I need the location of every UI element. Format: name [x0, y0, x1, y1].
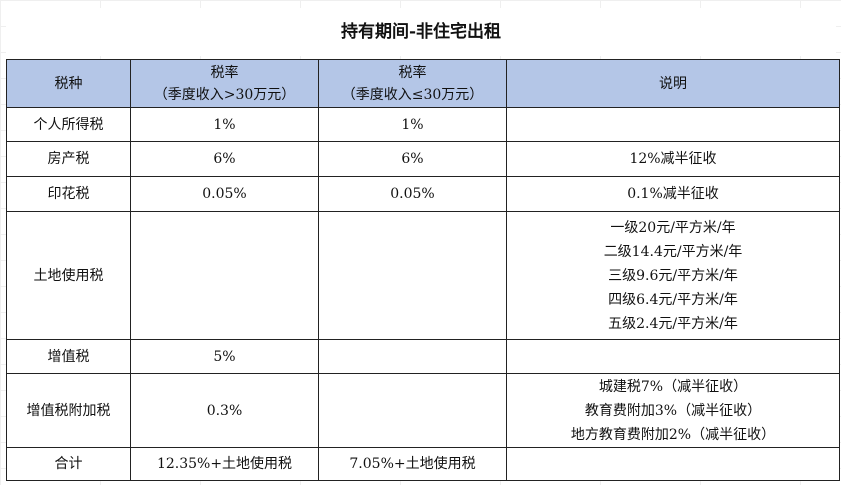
rate-high-cell: 0.05% [130, 176, 319, 212]
rate-low-cell: 6% [318, 141, 507, 177]
total-rate-high-cell: 12.35%+土地使用税 [130, 447, 319, 481]
tax-name-cell: 印花税 [6, 176, 131, 212]
rate-high-cell: 6% [130, 141, 319, 177]
rate-high-cell: 0.3% [130, 373, 319, 448]
header-tax-type: 税种 [6, 59, 131, 108]
header-rate-low-line2: （季度收入≤30万元） [341, 86, 484, 103]
table-row: 增值税 5% [6, 339, 840, 374]
tax-table: 税种 税率 （季度收入>30万元） 税率 （季度收入≤30万元） 说明 个人所得… [6, 59, 840, 481]
note-line: 城建税7%（减半征收） [598, 378, 748, 395]
total-label-cell: 合计 [6, 447, 131, 481]
rate-low-cell: 0.05% [318, 176, 507, 212]
table-row: 增值税附加税 0.3% 城建税7%（减半征收） 教育费附加3%（减半征收） 地方… [6, 373, 840, 448]
note-cell: 城建税7%（减半征收） 教育费附加3%（减半征收） 地方教育费附加2%（减半征收… [506, 373, 840, 448]
header-notes: 说明 [506, 59, 840, 108]
rate-low-cell [318, 211, 507, 340]
tax-name-cell: 房产税 [6, 141, 131, 177]
rate-low-cell [318, 339, 507, 374]
total-row: 合计 12.35%+土地使用税 7.05%+土地使用税 [6, 447, 840, 481]
note-line: 教育费附加3%（减半征收） [584, 402, 762, 419]
table-title: 持有期间-非住宅出租 [6, 8, 836, 56]
tax-name-cell: 个人所得税 [6, 107, 131, 142]
tax-name-cell: 增值税 [6, 339, 131, 374]
note-line: 三级9.6元/平方米/年 [608, 267, 738, 284]
table-row: 土地使用税 一级20元/平方米/年 二级14.4元/平方米/年 三级9.6元/平… [6, 211, 840, 340]
rate-high-cell: 5% [130, 339, 319, 374]
header-rate-high-line2: （季度收入>30万元） [153, 86, 296, 103]
note-cell: 12%减半征收 [506, 141, 840, 177]
header-rate-low-line1: 税率 [398, 64, 427, 81]
note-line: 一级20元/平方米/年 [610, 219, 736, 236]
note-line: 地方教育费附加2%（减半征收） [570, 426, 776, 443]
note-cell [506, 339, 840, 374]
note-line: 四级6.4元/平方米/年 [608, 291, 738, 308]
tax-name-cell: 增值税附加税 [6, 373, 131, 448]
header-rate-high-line1: 税率 [210, 64, 239, 81]
rate-high-cell: 1% [130, 107, 319, 142]
table-row: 房产税 6% 6% 12%减半征收 [6, 141, 840, 177]
header-rate-low: 税率 （季度收入≤30万元） [318, 59, 507, 108]
table-row: 个人所得税 1% 1% [6, 107, 840, 142]
rate-high-cell [130, 211, 319, 340]
note-cell: 一级20元/平方米/年 二级14.4元/平方米/年 三级9.6元/平方米/年 四… [506, 211, 840, 340]
tax-name-cell: 土地使用税 [6, 211, 131, 340]
note-cell [506, 447, 840, 481]
note-cell [506, 107, 840, 142]
note-cell: 0.1%减半征收 [506, 176, 840, 212]
header-row: 税种 税率 （季度收入>30万元） 税率 （季度收入≤30万元） 说明 [6, 59, 840, 108]
rate-low-cell: 1% [318, 107, 507, 142]
note-line: 五级2.4元/平方米/年 [608, 315, 738, 332]
rate-low-cell [318, 373, 507, 448]
note-line: 二级14.4元/平方米/年 [603, 243, 743, 260]
header-rate-high: 税率 （季度收入>30万元） [130, 59, 319, 108]
total-rate-low-cell: 7.05%+土地使用税 [318, 447, 507, 481]
table-row: 印花税 0.05% 0.05% 0.1%减半征收 [6, 176, 840, 212]
